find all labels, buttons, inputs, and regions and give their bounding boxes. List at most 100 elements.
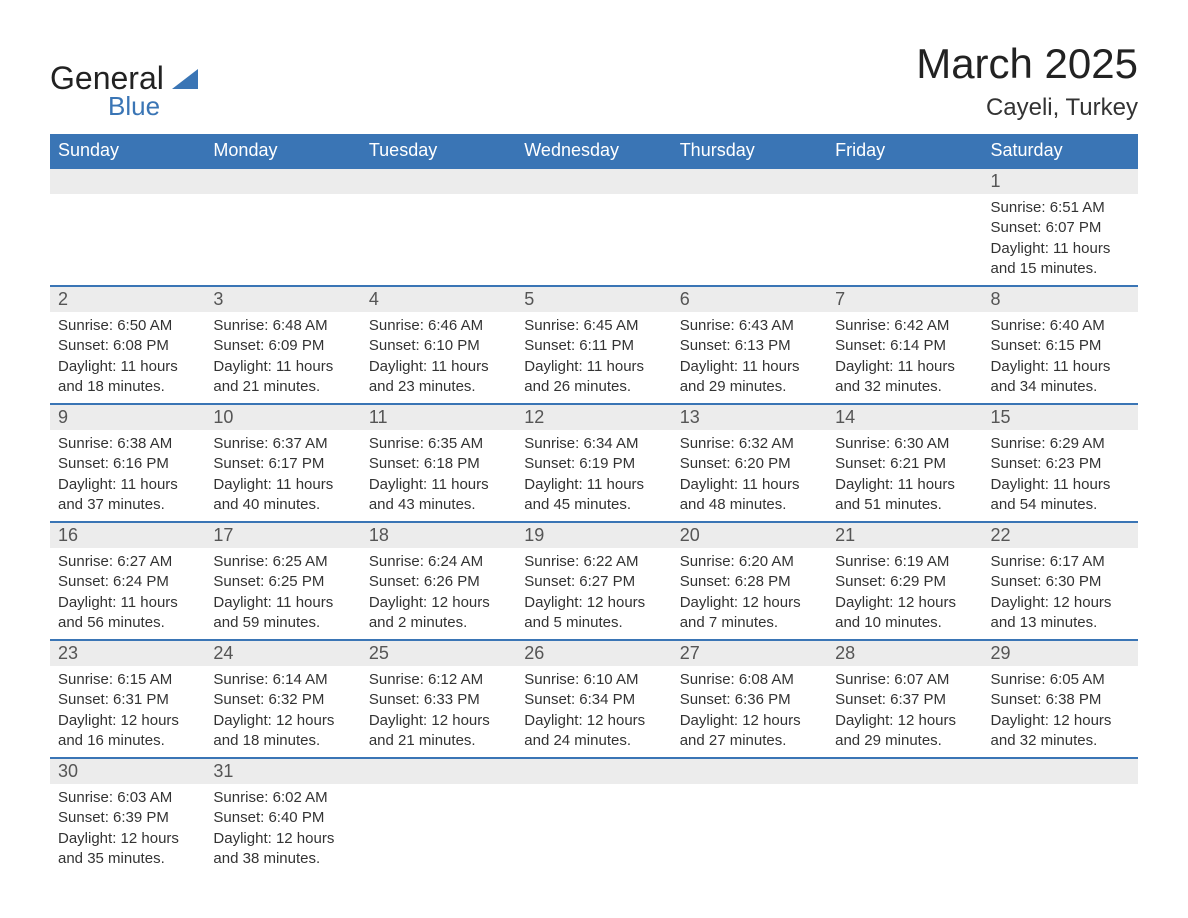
sunset-text: Sunset: 6:24 PM xyxy=(58,572,197,592)
sunrise-text: Sunrise: 6:15 AM xyxy=(58,670,197,690)
day-number-cell xyxy=(205,168,360,194)
sunset-text: Sunset: 6:11 PM xyxy=(524,336,663,356)
day-detail-cell: Sunrise: 6:45 AMSunset: 6:11 PMDaylight:… xyxy=(516,312,671,404)
day-number-cell xyxy=(827,758,982,784)
day-number-cell: 10 xyxy=(205,404,360,430)
sunrise-text: Sunrise: 6:48 AM xyxy=(213,316,352,336)
day-number-cell xyxy=(516,758,671,784)
day-number-cell xyxy=(361,168,516,194)
sunset-text: Sunset: 6:31 PM xyxy=(58,690,197,710)
day-detail-cell: Sunrise: 6:12 AMSunset: 6:33 PMDaylight:… xyxy=(361,666,516,758)
week-number-row: 9101112131415 xyxy=(50,404,1138,430)
week-detail-row: Sunrise: 6:15 AMSunset: 6:31 PM Daylight:… xyxy=(50,666,1138,758)
day-number-cell xyxy=(361,758,516,784)
day-detail-cell xyxy=(983,784,1138,875)
day-detail-cell xyxy=(50,194,205,286)
day-number-cell: 28 xyxy=(827,640,982,666)
sunrise-text: Sunrise: 6:27 AM xyxy=(58,552,197,572)
sunset-text: Sunset: 6:26 PM xyxy=(369,572,508,592)
day-number-cell xyxy=(983,758,1138,784)
day-detail-cell: Sunrise: 6:35 AMSunset: 6:18 PMDaylight:… xyxy=(361,430,516,522)
sunrise-text: Sunrise: 6:07 AM xyxy=(835,670,974,690)
week-detail-row: Sunrise: 6:03 AMSunset: 6:39 PMDaylight:… xyxy=(50,784,1138,875)
sunrise-text: Sunrise: 6:02 AM xyxy=(213,788,352,808)
daylight-text: Daylight: 12 hours and 27 minutes. xyxy=(680,711,819,752)
sunrise-text: Sunrise: 6:24 AM xyxy=(369,552,508,572)
day-detail-cell xyxy=(827,784,982,875)
day-header: Thursday xyxy=(672,134,827,168)
day-detail-cell: Sunrise: 6:27 AMSunset: 6:24 PMDaylight:… xyxy=(50,548,205,640)
daylight-text: Daylight: 11 hours and 51 minutes. xyxy=(835,475,974,516)
daylight-text: Daylight: 12 hours and 2 minutes. xyxy=(369,593,508,634)
daylight-text: Daylight: 12 hours and 18 minutes. xyxy=(213,711,352,752)
sunrise-text: Sunrise: 6:22 AM xyxy=(524,552,663,572)
day-number-cell xyxy=(672,168,827,194)
sunset-text: Sunset: 6:18 PM xyxy=(369,454,508,474)
daylight-text: Daylight: 11 hours and 45 minutes. xyxy=(524,475,663,516)
sunset-text: Sunset: 6:34 PM xyxy=(524,690,663,710)
day-number-cell: 12 xyxy=(516,404,671,430)
day-number-cell: 31 xyxy=(205,758,360,784)
day-number-cell: 24 xyxy=(205,640,360,666)
sunrise-text: Sunrise: 6:35 AM xyxy=(369,434,508,454)
sunset-text: Sunset: 6:25 PM xyxy=(213,572,352,592)
daylight-text: Daylight: 11 hours and 21 minutes. xyxy=(213,357,352,398)
day-number-cell xyxy=(672,758,827,784)
daylight-text: Daylight: 11 hours and 48 minutes. xyxy=(680,475,819,516)
day-detail-cell: Sunrise: 6:48 AMSunset: 6:09 PMDaylight:… xyxy=(205,312,360,404)
daylight-text: Daylight: 11 hours and 26 minutes. xyxy=(524,357,663,398)
title-block: March 2025 Cayeli, Turkey xyxy=(916,40,1138,122)
sunrise-text: Sunrise: 6:17 AM xyxy=(991,552,1130,572)
day-number-cell: 3 xyxy=(205,286,360,312)
day-number-cell: 9 xyxy=(50,404,205,430)
daylight-text: Daylight: 12 hours and 13 minutes. xyxy=(991,593,1130,634)
sunrise-text: Sunrise: 6:25 AM xyxy=(213,552,352,572)
sunset-text: Sunset: 6:09 PM xyxy=(213,336,352,356)
day-detail-cell: Sunrise: 6:29 AMSunset: 6:23 PMDaylight:… xyxy=(983,430,1138,522)
daylight-text: Daylight: 11 hours and 23 minutes. xyxy=(369,357,508,398)
day-number-cell: 29 xyxy=(983,640,1138,666)
daylight-text: Daylight: 12 hours and 21 minutes. xyxy=(369,711,508,752)
day-number-cell: 6 xyxy=(672,286,827,312)
day-detail-cell xyxy=(827,194,982,286)
sunset-text: Sunset: 6:32 PM xyxy=(213,690,352,710)
day-number-cell: 19 xyxy=(516,522,671,548)
daylight-text: Daylight: 11 hours and 34 minutes. xyxy=(991,357,1130,398)
day-header: Wednesday xyxy=(516,134,671,168)
daylight-text: Daylight: 11 hours and 59 minutes. xyxy=(213,593,352,634)
day-detail-cell: Sunrise: 6:19 AMSunset: 6:29 PMDaylight:… xyxy=(827,548,982,640)
day-number-cell: 11 xyxy=(361,404,516,430)
week-detail-row: Sunrise: 6:27 AMSunset: 6:24 PMDaylight:… xyxy=(50,548,1138,640)
day-detail-cell: Sunrise: 6:50 AMSunset: 6:08 PMDaylight:… xyxy=(50,312,205,404)
sunset-text: Sunset: 6:33 PM xyxy=(369,690,508,710)
sunset-text: Sunset: 6:36 PM xyxy=(680,690,819,710)
daylight-text: Daylight: 11 hours and 56 minutes. xyxy=(58,593,197,634)
sunrise-text: Sunrise: 6:51 AM xyxy=(991,198,1130,218)
day-number-cell: 25 xyxy=(361,640,516,666)
day-detail-cell: Sunrise: 6:02 AMSunset: 6:40 PMDaylight:… xyxy=(205,784,360,875)
sunrise-text: Sunrise: 6:50 AM xyxy=(58,316,197,336)
week-number-row: 16171819202122 xyxy=(50,522,1138,548)
sunrise-text: Sunrise: 6:46 AM xyxy=(369,316,508,336)
day-detail-cell: Sunrise: 6:10 AMSunset: 6:34 PMDaylight:… xyxy=(516,666,671,758)
sunrise-text: Sunrise: 6:05 AM xyxy=(991,670,1130,690)
day-detail-cell: Sunrise: 6:15 AMSunset: 6:31 PMDaylight:… xyxy=(50,666,205,758)
day-number-cell: 1 xyxy=(983,168,1138,194)
day-detail-cell: Sunrise: 6:43 AMSunset: 6:13 PMDaylight:… xyxy=(672,312,827,404)
day-number-cell: 23 xyxy=(50,640,205,666)
day-number-cell: 30 xyxy=(50,758,205,784)
sunrise-text: Sunrise: 6:12 AM xyxy=(369,670,508,690)
day-number-cell: 8 xyxy=(983,286,1138,312)
sunset-text: Sunset: 6:39 PM xyxy=(58,808,197,828)
day-detail-cell: Sunrise: 6:42 AMSunset: 6:14 PMDaylight:… xyxy=(827,312,982,404)
daylight-text: Daylight: 11 hours and 32 minutes. xyxy=(835,357,974,398)
sunset-text: Sunset: 6:37 PM xyxy=(835,690,974,710)
sunrise-text: Sunrise: 6:03 AM xyxy=(58,788,197,808)
sunset-text: Sunset: 6:27 PM xyxy=(524,572,663,592)
daylight-text: Daylight: 11 hours and 37 minutes. xyxy=(58,475,197,516)
daylight-text: Daylight: 12 hours and 5 minutes. xyxy=(524,593,663,634)
sunrise-text: Sunrise: 6:19 AM xyxy=(835,552,974,572)
sunrise-text: Sunrise: 6:34 AM xyxy=(524,434,663,454)
sunrise-text: Sunrise: 6:45 AM xyxy=(524,316,663,336)
daylight-text: Daylight: 11 hours and 15 minutes. xyxy=(991,239,1130,280)
